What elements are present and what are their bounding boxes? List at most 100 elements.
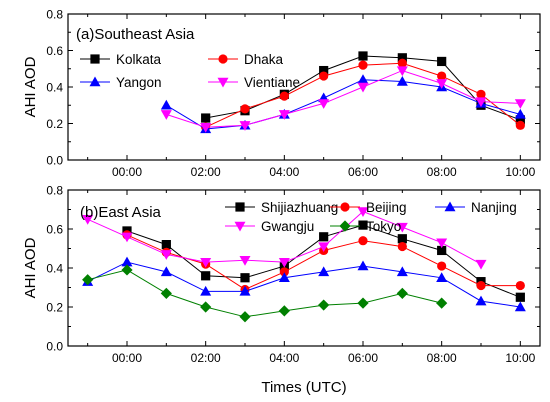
legend-marker	[339, 220, 351, 232]
data-point	[396, 76, 408, 86]
data-point	[239, 285, 251, 296]
legend-entry: Beijing	[330, 200, 407, 215]
data-point	[318, 266, 330, 277]
data-point	[160, 110, 172, 120]
y-axis-title: AHI AOD	[22, 56, 39, 117]
data-point	[357, 297, 369, 309]
data-point	[475, 295, 487, 306]
legend-label: Gwangju	[261, 219, 314, 234]
data-point	[436, 238, 448, 249]
series-vientiane	[160, 66, 526, 133]
data-point	[357, 74, 369, 84]
series-yangon	[160, 74, 526, 134]
data-point	[396, 222, 408, 233]
series-dhaka	[201, 58, 525, 132]
x-tick-label: 10:00	[505, 165, 535, 179]
y-tick-label: 0.4	[46, 81, 63, 95]
data-point	[279, 91, 289, 101]
legend-label: Vientiane	[244, 75, 300, 90]
data-point	[278, 305, 290, 317]
data-point	[436, 79, 448, 89]
data-point	[239, 121, 251, 131]
x-tick-label: 02:00	[191, 351, 221, 365]
data-point	[357, 82, 369, 93]
data-point	[475, 97, 487, 108]
x-tick-label: 06:00	[348, 351, 378, 365]
data-point	[397, 234, 407, 244]
data-point	[319, 232, 329, 242]
data-point	[200, 301, 212, 313]
x-tick-label: 10:00	[505, 351, 535, 365]
data-point	[515, 280, 525, 291]
data-point	[319, 65, 329, 76]
data-point	[160, 99, 172, 110]
data-point	[357, 207, 369, 217]
data-point	[121, 232, 133, 243]
data-point	[358, 220, 368, 230]
data-point	[514, 108, 526, 119]
series-line	[166, 79, 521, 130]
data-point	[515, 120, 525, 130]
data-point	[121, 264, 133, 276]
data-point	[397, 58, 407, 68]
y-tick-label: 0.2	[46, 117, 63, 131]
data-point	[396, 287, 408, 299]
data-point	[201, 113, 211, 123]
y-tick-label: 0.4	[46, 262, 63, 276]
legend-marker	[89, 76, 101, 87]
panel-b: 0.0 0.2 0.4 0.6 0.8 00:00 02:00 04:00 06:00 08:00…	[22, 184, 541, 396]
panel-a: 0.0 0.2 0.4 0.6 0.8 00:00 02:00 04:00 06:00 08:00…	[22, 8, 541, 179]
data-point	[437, 71, 447, 81]
y-tick-label: 0.8	[46, 8, 63, 22]
x-tick-label: 04:00	[269, 351, 299, 365]
x-axis-title: Times (UTC)	[261, 379, 346, 396]
series-tokyo	[82, 264, 448, 323]
data-point	[200, 257, 212, 268]
series-line	[87, 269, 442, 318]
legend-label: Beijing	[366, 200, 407, 215]
legend: Shijiazhuang Beijing Nanjing Gwangju Tokyo	[225, 200, 517, 234]
y-axis-title: AHI AOD	[22, 237, 39, 298]
legend-entry: Shijiazhuang	[225, 200, 338, 215]
data-point	[397, 241, 407, 252]
y-tick-label: 0.0	[46, 340, 63, 354]
data-point	[239, 256, 251, 266]
legend-label: Tokyo	[366, 219, 401, 234]
legend-label: Yangon	[116, 75, 162, 90]
data-point	[475, 259, 487, 270]
x-tick-label: 02:00	[191, 165, 221, 179]
legend-marker	[235, 202, 245, 212]
data-point	[358, 51, 368, 61]
data-point	[200, 122, 212, 133]
y-tick-label: 0.8	[46, 184, 63, 198]
series-line	[205, 62, 521, 128]
y-tick-label: 0.6	[46, 223, 63, 237]
legend-label: Kolkata	[116, 52, 162, 67]
data-point	[240, 273, 250, 283]
legend-marker	[340, 202, 350, 212]
data-point	[161, 240, 171, 250]
legend-label: Shijiazhuang	[261, 200, 338, 215]
x-tick-label: 00:00	[112, 351, 142, 365]
legend-entry: Tokyo	[330, 219, 401, 234]
data-point	[357, 260, 369, 271]
y-tick-label: 0.6	[46, 44, 63, 58]
data-point	[476, 280, 486, 291]
data-point	[515, 292, 525, 302]
data-point	[200, 285, 212, 296]
legend-entry: Kolkata	[80, 52, 162, 67]
data-point	[358, 60, 368, 70]
data-point	[160, 250, 172, 260]
data-point	[436, 297, 448, 309]
data-point	[278, 272, 290, 282]
data-point	[319, 71, 329, 81]
data-point	[358, 236, 368, 246]
y-tick-label: 0.2	[46, 301, 63, 315]
data-point	[318, 242, 330, 253]
x-tick-label: 08:00	[427, 351, 457, 365]
x-tick-label: 04:00	[269, 165, 299, 179]
data-point	[82, 215, 94, 225]
x-tick-label: 06:00	[348, 165, 378, 179]
series-line	[87, 261, 521, 308]
data-point	[436, 272, 448, 282]
